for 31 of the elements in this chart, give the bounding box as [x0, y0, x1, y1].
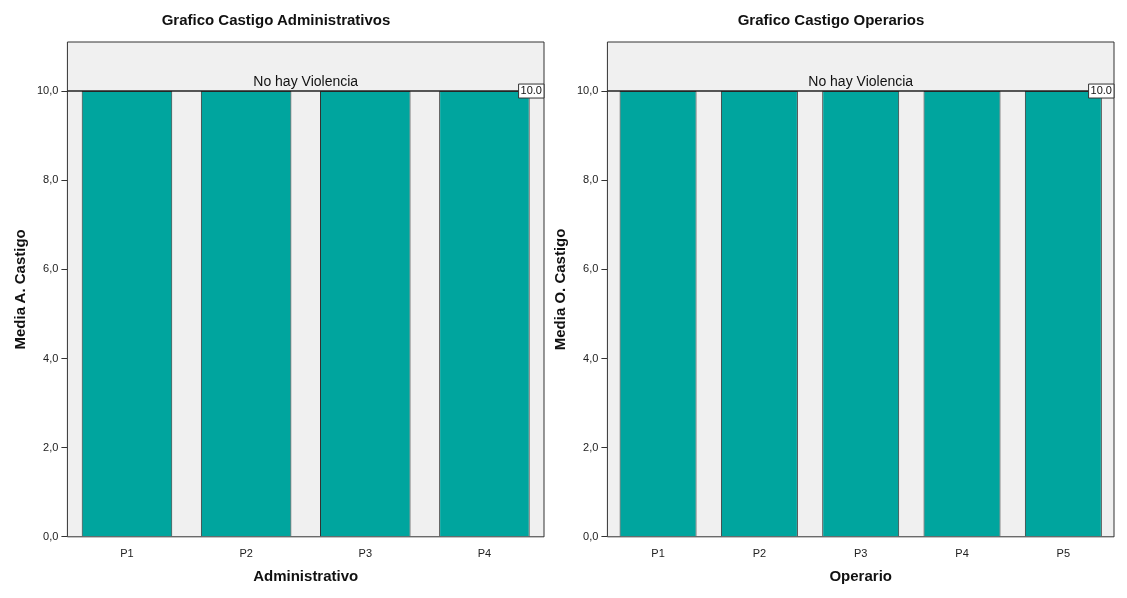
x-tick-label: P5 — [1056, 547, 1071, 560]
x-tick-label: P3 — [358, 547, 373, 560]
x-axis-title: Administrativo — [253, 567, 359, 585]
ref-line-label: No hay Violencia — [808, 72, 914, 89]
annotation: 10.0 — [1090, 84, 1112, 97]
y-tick-label: 8,0 — [43, 173, 59, 186]
y-axis-title: Media O. Castigo — [551, 228, 569, 351]
x-tick-label: P2 — [239, 547, 253, 560]
chart-title: Grafico Castigo Administrativos — [161, 11, 391, 29]
ref-line-label: No hay Violencia — [253, 72, 359, 89]
y-axis-title: Media A. Castigo — [11, 229, 29, 350]
x-tick-label: P1 — [120, 547, 134, 560]
x-axis-title: Operario — [829, 567, 892, 585]
y-tick-label: 0,0 — [583, 529, 599, 542]
x-tick-label: P3 — [853, 547, 868, 560]
y-tick-label: 2,0 — [583, 440, 599, 453]
chart-title: Grafico Castigo Operarios — [737, 11, 925, 29]
x-tick-label: P4 — [477, 547, 492, 560]
y-tick-label: 4,0 — [583, 351, 599, 364]
x-tick-label: P4 — [955, 547, 969, 560]
x-tick-label: P1 — [651, 547, 665, 560]
y-tick-label: 2,0 — [43, 440, 59, 453]
y-tick-label: 10,0 — [36, 84, 59, 97]
y-tick-label: 6,0 — [43, 262, 59, 275]
annotation: 10.0 — [520, 84, 542, 97]
y-tick-label: 4,0 — [43, 351, 59, 364]
y-tick-label: 8,0 — [583, 173, 599, 186]
x-tick-label: P2 — [752, 547, 767, 560]
y-tick-label: 0,0 — [43, 529, 59, 542]
y-tick-label: 6,0 — [583, 262, 599, 275]
y-tick-label: 10,0 — [576, 84, 599, 97]
